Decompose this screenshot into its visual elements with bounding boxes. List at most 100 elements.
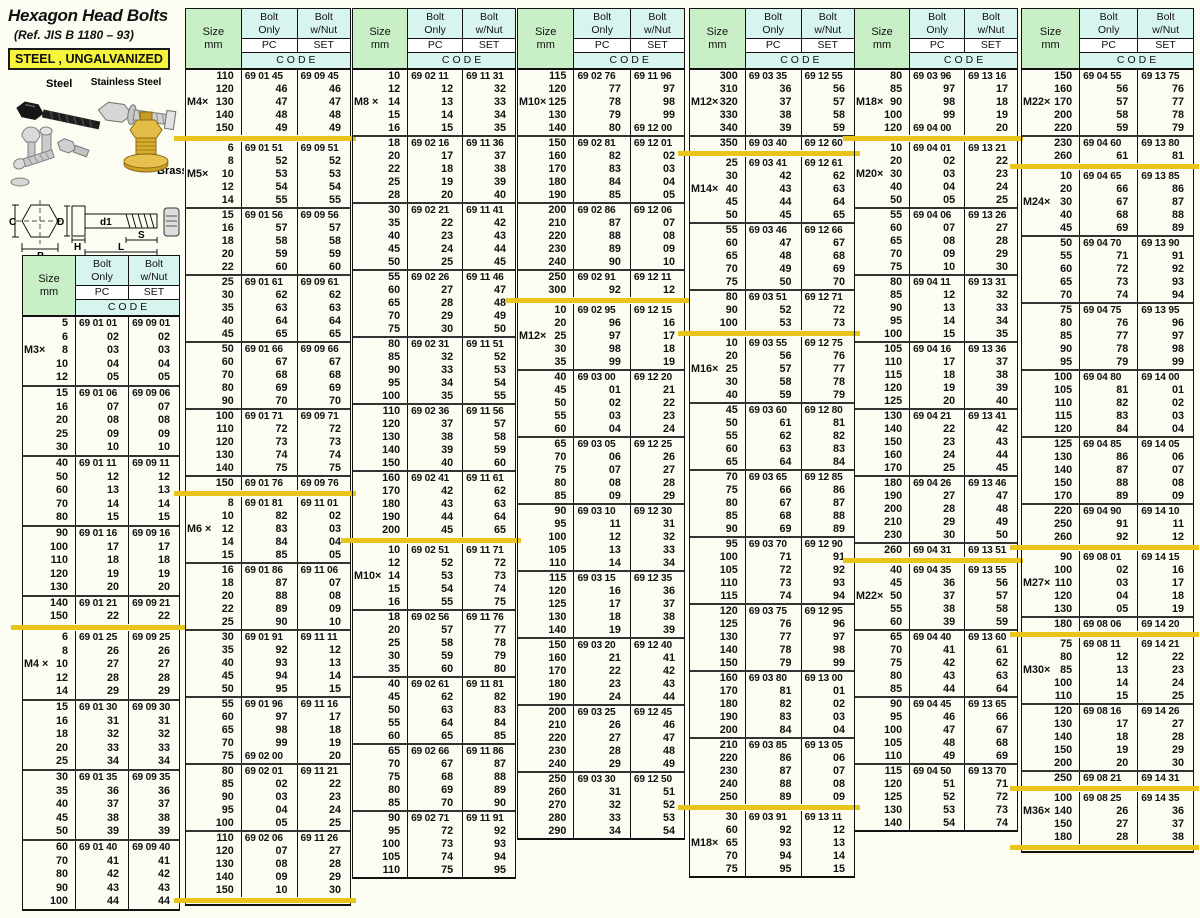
size-value: 340: [719, 122, 738, 134]
size-value: 10: [890, 142, 903, 154]
set-code-cell: 69 09 66: [300, 344, 339, 355]
pc-code-cell: 69 01 66: [242, 343, 298, 356]
size-group: 110 69 02 06 69 11 26 120 07 27 130 08 28 140 09 29…: [186, 830, 350, 897]
bolt-only-line2: Only: [424, 24, 446, 36]
size-cell: 80: [855, 276, 911, 289]
size-value: 100: [1054, 677, 1073, 689]
size-value: 100: [382, 838, 401, 850]
size-value: 150: [215, 477, 234, 489]
pc-code-cell: 69 04 40: [910, 631, 966, 644]
set-code-cell: 58: [995, 603, 1008, 615]
set-code-cell: 33: [157, 741, 170, 754]
pc-code-cell: 69 04 11: [910, 276, 966, 289]
pc-code-cell: 68: [746, 510, 802, 523]
pc-code-cell: 92: [242, 644, 298, 657]
table-row: 100 69 04 80 69 14 00: [1022, 371, 1193, 384]
set-code-cell: 69 14 31: [1141, 773, 1180, 784]
size-cell: 30: [23, 771, 77, 785]
pc-code-cell: 09: [242, 871, 298, 884]
size-value: 18: [221, 577, 234, 589]
table-row: 45 69 89: [1022, 222, 1193, 235]
pc-code-cell: 67: [242, 356, 298, 369]
pc-code-cell: 69 03 51: [746, 291, 802, 304]
set-code-cell: 69 09 11: [132, 457, 170, 469]
pc-header: PC: [1080, 39, 1139, 53]
size-cell: 20: [23, 414, 77, 428]
table-row: 200 69 03 25 69 12 45: [518, 706, 684, 719]
size-value: 100: [719, 551, 738, 563]
table-row: 25 69 01 61 69 09 61: [186, 276, 350, 289]
table-row: M18× 90 98 18: [855, 96, 1017, 109]
size-cell: 220: [518, 732, 575, 745]
set-code-cell: 09: [1171, 490, 1184, 502]
size-cell: 220: [1022, 505, 1081, 518]
size-group: 60 69 01 40 69 09 40 70 41 41 80 42 42 90 43 43 100 4…: [23, 838, 179, 909]
set-code-cell: 32: [995, 289, 1008, 301]
pc-code-cell: 53: [408, 570, 464, 583]
table-row: 40 59 79: [690, 389, 854, 402]
pc-code-cell: 69 01 30: [76, 701, 130, 715]
size-cell: 105: [1022, 384, 1081, 397]
size-cell: 30: [186, 289, 242, 302]
size-value: 15: [388, 583, 401, 595]
size-cell: 85: [186, 778, 242, 791]
pc-code-cell: 69 02 21: [408, 204, 464, 217]
table-row: 300 69 03 35 69 12 55: [690, 70, 854, 83]
pc-code-cell: 89: [574, 243, 631, 256]
set-code-cell: 53: [493, 364, 506, 376]
pc-code-cell: 04: [1080, 590, 1139, 603]
bolt-wnut-line2: w/Nut: [644, 24, 671, 36]
size-value: 40: [890, 564, 903, 576]
set-code-cell: 25: [995, 194, 1008, 206]
table-row: 105 74 94: [353, 851, 515, 864]
table-row: 55 64 84: [353, 717, 515, 730]
size-group: 350 69 03 40 69 12 60: [690, 135, 854, 150]
m-size-label: M10×: [519, 96, 547, 108]
size-value: 350: [719, 137, 738, 149]
set-code-cell: 69 13 80: [1141, 138, 1180, 149]
pc-code-cell: 69: [242, 382, 298, 395]
table-row: 30 42 62: [690, 170, 854, 183]
size-group: 40 69 01 11 69 09 11 50 12 12 60 13 13 70 14 14 80 15…: [23, 454, 179, 525]
table-row: 40 37 37: [23, 798, 179, 812]
pc-code-cell: 38: [408, 431, 464, 444]
set-code-cell: 86: [832, 484, 845, 496]
table-row: 95 72 92: [353, 825, 515, 838]
table-4: Size mm Bolt Only Bolt w/Nut PC SET CODE 115 69 02…: [506, 8, 690, 840]
size-cell: 55: [186, 698, 242, 711]
size-value: 16: [388, 596, 401, 608]
set-code-cell: 98: [1171, 343, 1184, 355]
size-cell: 85: [855, 289, 911, 302]
material-badge: STEEL , UNGALVANIZED: [8, 48, 170, 70]
size-value: 100: [50, 895, 69, 908]
pc-code-cell: 90: [574, 256, 631, 269]
set-code-cell: 89: [493, 784, 506, 796]
set-code-cell: 02: [832, 698, 845, 710]
size-cell: 140: [855, 423, 911, 436]
size-cell: 85: [518, 490, 575, 503]
set-code-cell: 12: [328, 644, 341, 656]
size-cell: 140: [690, 644, 746, 657]
pc-code-cell: 03: [1080, 577, 1139, 590]
set-code-cell: 59: [328, 248, 341, 260]
table-7: Size mm Bolt Only Bolt w/Nut PC SET CODE 150 69 04…: [1010, 8, 1199, 853]
size-cell: 100: [186, 817, 242, 830]
pc-code-cell: 69 01 40: [76, 840, 130, 855]
size-cell: 40: [186, 315, 242, 328]
table-row: 10 04 04: [23, 357, 179, 372]
size-value: 30: [890, 168, 903, 180]
bolt-only-line1: Bolt: [593, 11, 612, 23]
size-value: 210: [884, 516, 903, 528]
pc-code-cell: 67: [746, 497, 802, 510]
size-cell: 16: [353, 596, 409, 609]
set-code-cell: 02: [662, 150, 675, 162]
pc-code-cell: 69 04 85: [1080, 438, 1139, 451]
table-row: 200 84 04: [690, 724, 854, 737]
size-cell: 170: [690, 685, 746, 698]
set-code-cell: 01: [832, 685, 845, 697]
size-value: 120: [884, 778, 903, 790]
pc-code-cell: 01: [574, 384, 631, 397]
size-cell: 40: [186, 657, 242, 670]
size-value: 30: [725, 811, 738, 823]
size-cell: 25: [23, 755, 77, 769]
